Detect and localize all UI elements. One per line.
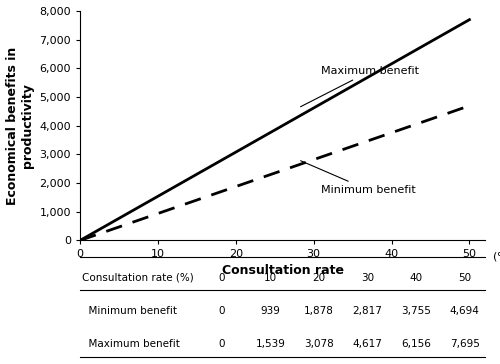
Text: 7,695: 7,695 xyxy=(450,339,480,349)
Text: 0: 0 xyxy=(218,306,225,316)
X-axis label: Consultation rate: Consultation rate xyxy=(222,264,344,277)
Text: 40: 40 xyxy=(410,273,422,282)
Text: (%): (%) xyxy=(493,252,500,261)
Text: 10: 10 xyxy=(264,273,277,282)
Text: Maximum benefit: Maximum benefit xyxy=(300,66,420,107)
Text: 939: 939 xyxy=(260,306,280,316)
Text: 20: 20 xyxy=(312,273,326,282)
Text: 4,617: 4,617 xyxy=(352,339,382,349)
Text: 3,078: 3,078 xyxy=(304,339,334,349)
Text: 1,539: 1,539 xyxy=(256,339,286,349)
Text: 30: 30 xyxy=(361,273,374,282)
Text: 0: 0 xyxy=(218,339,225,349)
Text: 4,694: 4,694 xyxy=(450,306,480,316)
Text: 3,755: 3,755 xyxy=(401,306,431,316)
Y-axis label: Economical benefits in
productivity: Economical benefits in productivity xyxy=(6,47,34,205)
Text: 6,156: 6,156 xyxy=(401,339,431,349)
Text: 0: 0 xyxy=(218,273,225,282)
Text: 1,878: 1,878 xyxy=(304,306,334,316)
Text: Maximum benefit: Maximum benefit xyxy=(82,339,180,349)
Text: Minimum benefit: Minimum benefit xyxy=(300,161,416,195)
Text: Minimum benefit: Minimum benefit xyxy=(82,306,177,316)
Text: Consultation rate (%): Consultation rate (%) xyxy=(82,273,194,282)
Text: 50: 50 xyxy=(458,273,471,282)
Text: 2,817: 2,817 xyxy=(352,306,382,316)
